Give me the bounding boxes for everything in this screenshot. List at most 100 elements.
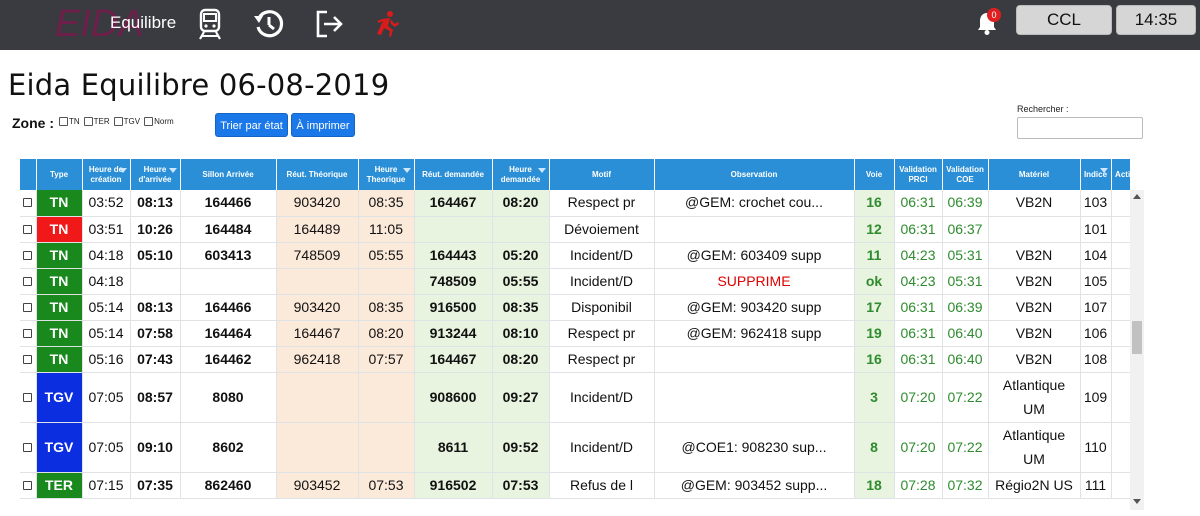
sillon-cell: 164464 — [180, 320, 277, 347]
trains-table-container: Type Heure de création Heure d'arrivée S… — [20, 159, 1130, 516]
filter-icon[interactable] — [402, 168, 411, 173]
row-checkbox[interactable] — [23, 224, 33, 234]
heure-demandee-cell: 09:52 — [492, 422, 550, 473]
action-cell[interactable] — [1111, 268, 1130, 295]
materiel-cell: VB2N — [988, 242, 1081, 269]
filter-icon[interactable] — [168, 168, 177, 173]
column-header-heure-demandee[interactable]: Heure demandée — [492, 159, 550, 190]
voie-cell: 11 — [854, 242, 895, 269]
column-header-creation[interactable]: Heure de création — [82, 159, 131, 190]
row-checkbox[interactable] — [23, 354, 33, 364]
eida-logo[interactable]: EIDA — [55, 3, 144, 45]
validation-coe-cell: 06:39 — [942, 190, 989, 217]
observation-cell — [654, 346, 855, 373]
table-row[interactable]: TN 05:14 07:58 164464 164467 08:20 91324… — [20, 320, 1130, 347]
creation-cell: 05:14 — [82, 320, 131, 347]
materiel-cell: Atlantique UM — [988, 422, 1081, 473]
column-header-reut-demandee[interactable]: Réut. demandée — [414, 159, 493, 190]
column-header-motif[interactable]: Motif — [549, 159, 655, 190]
heure-theorique-cell — [358, 372, 415, 423]
row-checkbox[interactable] — [23, 250, 33, 260]
sillon-cell: 603413 — [180, 242, 277, 269]
zone-option-ter[interactable]: TER — [83, 117, 110, 126]
table-row[interactable]: TN 05:14 08:13 164466 903420 08:35 91650… — [20, 294, 1130, 321]
action-cell[interactable] — [1111, 422, 1130, 473]
scroll-down-arrow-icon[interactable] — [1133, 499, 1141, 504]
table-row[interactable]: TN 03:51 10:26 164484 164489 11:05 Dévoi… — [20, 216, 1130, 243]
heure-theorique-cell: 08:20 — [358, 320, 415, 347]
column-header-action[interactable]: Action — [1111, 159, 1130, 190]
zone-option-tn[interactable]: TN — [59, 117, 80, 126]
type-cell: TN — [36, 268, 83, 295]
row-checkbox[interactable] — [23, 392, 33, 402]
heure-demandee-cell — [492, 216, 550, 243]
zone-option-norm[interactable]: Norm — [144, 117, 174, 126]
row-select-cell — [20, 190, 37, 217]
table-row[interactable]: TGV 07:05 08:57 8080 908600 09:27 Incide… — [20, 372, 1130, 423]
column-header-type[interactable]: Type — [36, 159, 83, 190]
validation-coe-cell: 07:32 — [942, 472, 989, 499]
action-cell[interactable] — [1111, 216, 1130, 243]
column-header-sillon[interactable]: Sillon Arrivée — [180, 159, 277, 190]
row-checkbox[interactable] — [23, 302, 33, 312]
row-checkbox[interactable] — [23, 442, 33, 452]
arrivee-cell: 08:57 — [130, 372, 181, 423]
indice-cell: 111 — [1080, 472, 1112, 499]
running-person-icon[interactable] — [366, 5, 406, 43]
table-row[interactable]: TER 07:15 07:35 862460 903452 07:53 9165… — [20, 472, 1130, 499]
table-row[interactable]: TN 03:52 08:13 164466 903420 08:35 16446… — [20, 190, 1130, 217]
scroll-up-arrow-icon[interactable] — [1133, 194, 1141, 199]
row-checkbox[interactable] — [23, 328, 33, 338]
row-checkbox[interactable] — [23, 276, 33, 286]
checkbox[interactable] — [59, 117, 68, 126]
table-row[interactable]: TN 04:18 748509 05:55 Incident/D SUPPRIM… — [20, 268, 1130, 295]
action-cell[interactable] — [1111, 472, 1130, 499]
voie-cell: 16 — [854, 346, 895, 373]
table-row[interactable]: TN 05:16 07:43 164462 962418 07:57 16446… — [20, 346, 1130, 373]
notification-count-badge: 0 — [987, 8, 1001, 22]
search-input[interactable] — [1017, 117, 1143, 139]
checkbox[interactable] — [144, 117, 154, 126]
app-name: Equilibre — [110, 13, 177, 32]
history-icon[interactable] — [249, 5, 289, 43]
action-cell[interactable] — [1111, 320, 1130, 347]
arrivee-cell: 07:58 — [130, 320, 181, 347]
checkbox[interactable] — [113, 117, 123, 126]
action-cell[interactable] — [1111, 294, 1130, 321]
table-row[interactable]: TGV 07:05 09:10 8602 8611 09:52 Incident… — [20, 422, 1130, 473]
action-cell[interactable] — [1111, 346, 1130, 373]
logout-icon[interactable] — [309, 5, 349, 43]
action-cell[interactable] — [1111, 372, 1130, 423]
checkbox[interactable] — [83, 117, 93, 126]
column-header-voie[interactable]: Voie — [854, 159, 895, 190]
table-row[interactable]: TN 04:18 05:10 603413 748509 05:55 16444… — [20, 242, 1130, 269]
column-header-observation[interactable]: Observation — [654, 159, 855, 190]
sillon-cell: 8080 — [180, 372, 277, 423]
action-cell[interactable] — [1111, 190, 1130, 217]
row-checkbox[interactable] — [23, 480, 33, 490]
scrollbar-thumb[interactable] — [1132, 321, 1142, 354]
row-select-cell — [20, 294, 37, 321]
table-scrollbar[interactable] — [1130, 190, 1144, 510]
filter-icon[interactable] — [537, 168, 546, 173]
print-button[interactable]: À imprimer — [291, 113, 355, 137]
filter-icon[interactable] — [1099, 168, 1108, 173]
type-cell: TN — [36, 190, 83, 217]
column-header-validation-coe[interactable]: Validation COE — [942, 159, 989, 190]
column-header-heure-theorique[interactable]: Heure Theorique — [358, 159, 415, 190]
type-cell: TN — [36, 294, 83, 321]
row-checkbox[interactable] — [23, 198, 33, 208]
arrivee-cell: 05:10 — [130, 242, 181, 269]
column-header-reut-theorique[interactable]: Réut. Théorique — [276, 159, 359, 190]
action-cell[interactable] — [1111, 242, 1130, 269]
train-icon[interactable] — [190, 5, 230, 43]
column-header-validation-prci[interactable]: Validation PRCI — [894, 159, 943, 190]
sort-by-state-button[interactable]: Trier par état — [215, 113, 288, 137]
column-header-materiel[interactable]: Matériel — [988, 159, 1081, 190]
ccl-button[interactable]: CCL — [1016, 5, 1112, 35]
motif-cell: Respect pr — [549, 346, 655, 373]
column-header-indice[interactable]: Indice — [1080, 159, 1112, 190]
column-header-arrivee[interactable]: Heure d'arrivée — [130, 159, 181, 190]
filter-icon[interactable] — [118, 168, 127, 173]
zone-option-tgv[interactable]: TGV — [113, 117, 140, 126]
